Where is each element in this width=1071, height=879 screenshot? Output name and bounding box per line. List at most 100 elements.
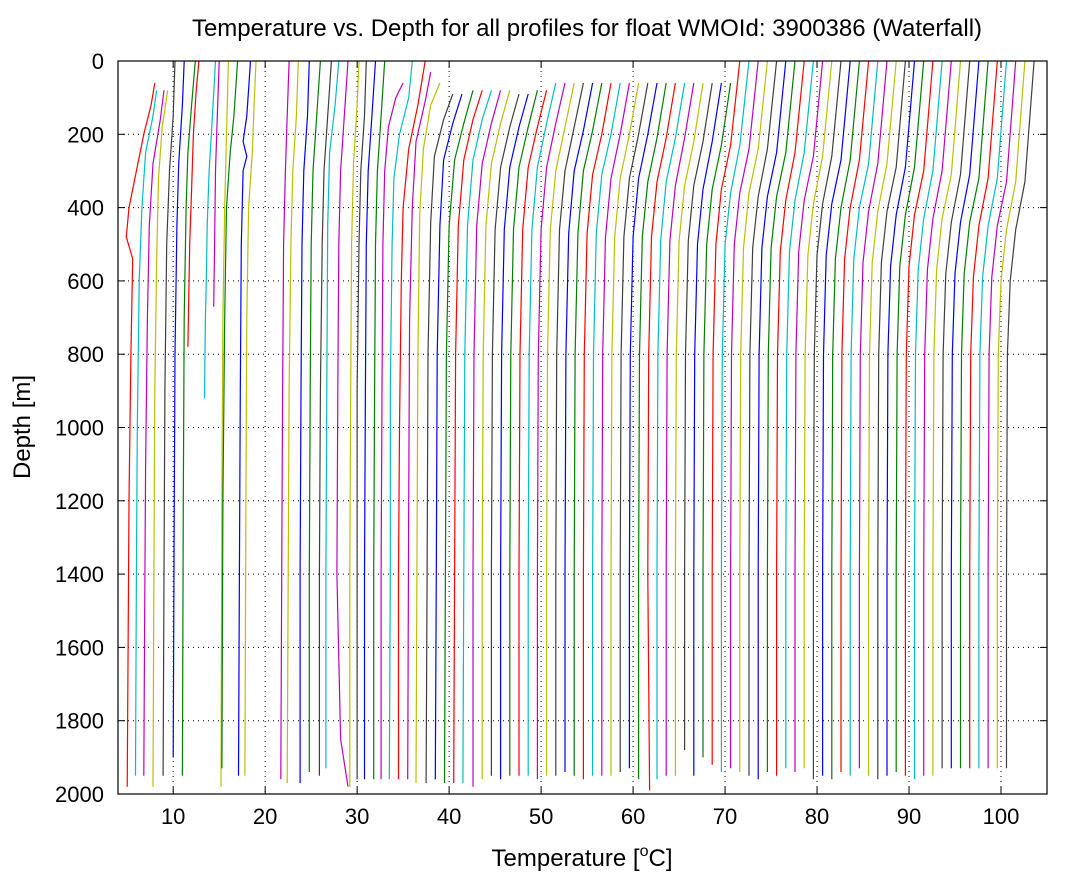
profile-line — [656, 82, 686, 780]
y-tick-label: 1800 — [55, 709, 104, 734]
profile-line — [318, 60, 332, 776]
profile-line — [162, 60, 176, 776]
profile-line — [415, 82, 441, 784]
y-tick-label: 1200 — [55, 489, 104, 514]
profile-line — [373, 60, 386, 780]
x-axis-label-unit: C] — [648, 845, 672, 872]
x-tick-label: 80 — [805, 804, 829, 829]
profile-line — [702, 82, 732, 758]
x-tick-labels: 10 20 30 40 50 60 70 80 90 100 — [161, 804, 1019, 829]
profile-line — [941, 60, 971, 769]
x-tick-label: 50 — [529, 804, 553, 829]
profile-line — [509, 90, 538, 776]
profile-line — [904, 60, 934, 776]
y-tick-label: 2000 — [55, 782, 104, 807]
profile-line — [125, 82, 156, 787]
profile-line — [356, 60, 367, 780]
profile-line — [425, 93, 454, 784]
profile-line — [628, 82, 658, 769]
profile-line — [637, 82, 667, 780]
y-tick-label: 400 — [67, 196, 104, 221]
profile-line — [134, 90, 158, 776]
profile-line — [481, 90, 511, 780]
profile-line — [286, 60, 299, 784]
profile-line — [187, 60, 200, 347]
profile-line — [794, 60, 824, 772]
profile-line — [913, 60, 943, 780]
profile-line — [280, 60, 290, 780]
chart-title: Temperature vs. Depth for all profiles f… — [192, 15, 982, 42]
profile-line — [867, 60, 897, 776]
profile-line — [308, 60, 321, 772]
axis-ticks — [118, 60, 1047, 795]
profile-line — [720, 60, 750, 772]
profile-line — [729, 60, 759, 769]
profile-line — [739, 60, 768, 772]
y-tick-label: 1400 — [55, 562, 104, 587]
x-axis-label-main: Temperature [ — [492, 845, 640, 872]
profile-line — [711, 60, 741, 765]
plot-frame — [117, 60, 1048, 795]
x-tick-label: 40 — [437, 804, 461, 829]
profile-line — [527, 82, 557, 776]
profile-line — [545, 82, 575, 776]
profile-line — [181, 60, 196, 776]
profile-line — [203, 60, 217, 399]
profile-line — [748, 60, 778, 776]
profile-line — [573, 82, 603, 776]
profile-line — [803, 60, 833, 769]
profile-line — [591, 82, 621, 776]
y-tick-label: 600 — [67, 269, 104, 294]
profile-line — [518, 90, 548, 776]
profile-line — [821, 60, 851, 776]
profile-line — [172, 60, 185, 758]
profile-line — [895, 60, 925, 772]
x-axis-label-superscript: o — [640, 843, 649, 860]
profile-line — [443, 90, 474, 784]
profile-line — [840, 60, 870, 772]
profile-line — [978, 60, 1008, 769]
x-tick-label: 10 — [161, 804, 185, 829]
profile-line — [969, 60, 998, 769]
profile-line — [932, 60, 962, 776]
profile-line — [886, 60, 916, 776]
profile-line — [923, 60, 952, 776]
profile-line — [363, 60, 377, 780]
profile-line — [849, 60, 879, 776]
profile-line — [380, 82, 404, 780]
profile-line — [665, 82, 695, 776]
profile-line — [349, 60, 360, 787]
profile-line — [152, 90, 169, 787]
x-tick-label: 20 — [253, 804, 277, 829]
profile-line — [221, 60, 239, 769]
profile-line — [388, 60, 413, 780]
profile-line — [220, 60, 229, 787]
profile-line — [647, 82, 676, 791]
profile-line — [683, 82, 713, 750]
grid-lines — [118, 61, 1047, 794]
profile-line — [785, 60, 814, 769]
y-tick-label: 200 — [67, 122, 104, 147]
profile-line — [299, 60, 310, 783]
profile-line — [812, 60, 842, 780]
profile-line — [434, 93, 463, 780]
profile-line — [407, 71, 432, 780]
y-axis-label: Depth [m] — [9, 375, 36, 479]
profile-line — [462, 90, 492, 784]
profile-line — [831, 60, 860, 780]
profile-line — [610, 82, 640, 776]
profile-line — [490, 93, 520, 776]
profile-line — [213, 60, 220, 307]
y-tick-label: 1600 — [55, 635, 104, 660]
profile-line — [996, 60, 1026, 769]
profile-lines — [125, 60, 1035, 791]
x-tick-label: 70 — [713, 804, 737, 829]
profile-line — [336, 60, 349, 787]
x-axis-label: Temperature [oC] — [492, 843, 673, 872]
profile-line — [858, 60, 888, 769]
x-tick-label: 60 — [621, 804, 645, 829]
profile-line — [619, 82, 649, 772]
profile-line — [325, 60, 340, 769]
